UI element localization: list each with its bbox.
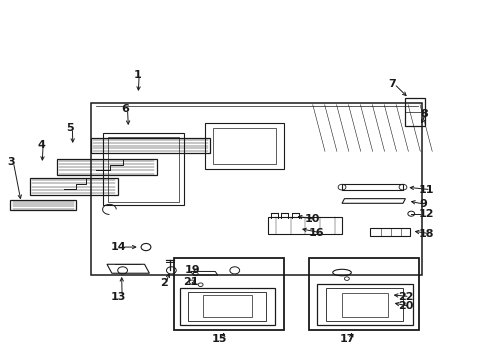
Text: 20: 20: [397, 301, 413, 311]
Text: 21: 21: [183, 277, 199, 287]
Text: 22: 22: [397, 292, 413, 302]
Text: 4: 4: [37, 140, 45, 150]
Text: 15: 15: [211, 334, 226, 344]
Text: 14: 14: [110, 242, 126, 252]
Text: 13: 13: [110, 292, 125, 302]
Text: 9: 9: [418, 199, 426, 210]
Text: 12: 12: [418, 209, 434, 219]
Text: 1: 1: [133, 70, 141, 80]
Text: 17: 17: [339, 334, 354, 344]
Text: 19: 19: [184, 265, 200, 275]
Bar: [308, 258, 418, 329]
Text: 16: 16: [308, 228, 324, 238]
Text: 2: 2: [160, 278, 167, 288]
Text: 6: 6: [122, 104, 129, 114]
Bar: [173, 258, 283, 329]
Text: 5: 5: [66, 123, 74, 133]
Text: 8: 8: [419, 109, 427, 119]
Text: 18: 18: [418, 229, 434, 239]
Text: 10: 10: [304, 215, 319, 224]
Text: 7: 7: [387, 79, 395, 89]
Text: 3: 3: [7, 157, 15, 167]
Text: 11: 11: [418, 185, 434, 195]
